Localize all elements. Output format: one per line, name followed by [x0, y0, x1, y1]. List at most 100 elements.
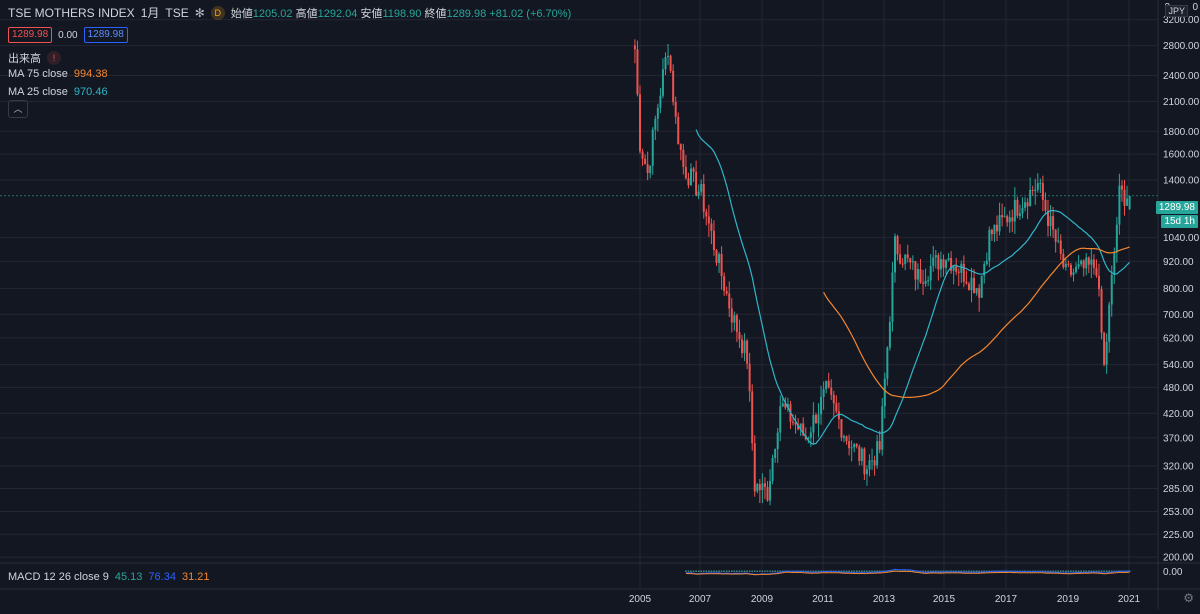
macd-hist-bar	[937, 570, 940, 572]
candle-body	[1036, 183, 1039, 190]
candle-body	[832, 394, 835, 404]
candle-body	[809, 432, 812, 438]
macd-hist-bar	[950, 570, 952, 572]
macd-value-1: 45.13	[114, 571, 143, 583]
macd-hist-bar	[1080, 570, 1082, 572]
macd-hist-bar	[713, 570, 715, 572]
candle-body	[820, 396, 823, 415]
candle-body	[911, 261, 914, 263]
macd-hist-bar	[718, 570, 720, 572]
candle-body	[1113, 252, 1116, 275]
ma75-value: 994.38	[73, 68, 108, 80]
macd-hist-bar	[871, 570, 873, 572]
symbol-name[interactable]: TSE MOTHERS INDEX	[8, 5, 135, 20]
collapse-legend-button[interactable]: ︿	[8, 100, 28, 118]
candle-body	[970, 277, 973, 291]
candle-body	[993, 224, 996, 235]
buy-button[interactable]: 1289.98	[83, 27, 128, 43]
candle-body	[710, 223, 713, 231]
macd-hist-bar	[1042, 570, 1044, 572]
macd-hist-bar	[1057, 570, 1059, 572]
candle-body	[863, 448, 866, 475]
interval-label[interactable]: 1月	[140, 6, 160, 20]
candle-body	[978, 288, 981, 298]
macd-hist-bar	[759, 570, 761, 572]
macd-hist-bar	[983, 570, 986, 572]
candle-body	[771, 458, 774, 481]
price-tick-label: 1800.00	[1163, 127, 1200, 138]
macd-legend[interactable]: MACD 12 26 close 9 45.13 76.34 31.21	[8, 571, 209, 583]
macd-hist-bar	[973, 570, 975, 572]
macd-hist-bar	[731, 570, 733, 572]
macd-hist-bar	[817, 570, 820, 572]
ma75-legend[interactable]: MA 75 close 994.38	[8, 68, 108, 80]
macd-hist-bar	[861, 570, 863, 572]
candle-body	[883, 378, 886, 407]
macd-hist-bar	[1077, 570, 1080, 572]
ma75-label: MA 75 close	[8, 68, 68, 80]
currency-label[interactable]: JPY	[1165, 5, 1188, 17]
macd-hist-bar	[1070, 570, 1072, 572]
low-value: 1198.90	[382, 7, 422, 20]
macd-hist-bar	[769, 570, 771, 572]
candle-body	[792, 421, 794, 423]
candle-body	[649, 165, 652, 174]
macd-value-3: 31.21	[181, 571, 210, 583]
candle-body	[807, 437, 810, 440]
macd-hist-bar	[975, 570, 978, 572]
volume-legend[interactable]: 出来高 !	[8, 50, 61, 66]
candle-body	[1092, 259, 1095, 268]
settings-gear-icon[interactable]: ⚙	[1183, 591, 1194, 605]
candle-body	[1044, 199, 1047, 211]
candle-body	[646, 164, 649, 174]
candle-body	[830, 387, 833, 395]
macd-hist-bar	[761, 570, 764, 572]
candle-body	[779, 406, 782, 433]
macd-hist-bar	[766, 570, 769, 572]
candle-body	[1024, 202, 1027, 208]
candle-body	[825, 380, 828, 390]
candle-body	[799, 423, 802, 430]
candle-body	[934, 255, 937, 258]
candle-body	[899, 254, 902, 264]
candle-body	[1075, 266, 1078, 273]
macd-hist-bar	[1100, 570, 1103, 572]
year-tick-label: 2005	[629, 594, 652, 605]
candle-body	[786, 404, 789, 408]
candle-body	[822, 389, 825, 397]
candle-body	[837, 411, 840, 420]
candle-body	[1013, 199, 1016, 222]
candle-body	[697, 191, 700, 196]
ma25-legend[interactable]: MA 25 close 970.46	[8, 86, 108, 98]
sell-button[interactable]: 1289.98	[8, 27, 53, 43]
candle-body	[636, 49, 639, 95]
snowflake-icon[interactable]: ✻	[194, 5, 205, 20]
candle-body	[901, 263, 904, 265]
candle-body	[684, 166, 687, 179]
macd-hist-bar	[942, 570, 945, 572]
candle-body	[894, 236, 896, 273]
d-badge[interactable]: D	[210, 5, 225, 20]
candle-body	[871, 460, 874, 462]
candle-body	[766, 487, 769, 501]
candle-body	[651, 129, 654, 166]
macd-hist-bar	[1019, 570, 1021, 572]
candle-body	[687, 178, 690, 186]
high-label: 高値	[295, 7, 318, 20]
macd-hist-bar	[1108, 570, 1110, 572]
candle-body	[1100, 289, 1103, 333]
candle-body	[1067, 263, 1070, 265]
macd-hist-bar	[878, 570, 881, 572]
candle-body	[794, 422, 797, 425]
candle-body	[848, 441, 851, 449]
candle-body	[891, 272, 894, 322]
macd-hist-bar	[968, 570, 970, 572]
macd-hist-bar	[863, 570, 866, 572]
macd-hist-bar	[1067, 570, 1070, 572]
high-value: 1292.04	[317, 7, 358, 20]
candle-body	[924, 280, 927, 284]
warning-icon[interactable]: !	[47, 51, 61, 65]
macd-hist-bar	[853, 570, 855, 572]
